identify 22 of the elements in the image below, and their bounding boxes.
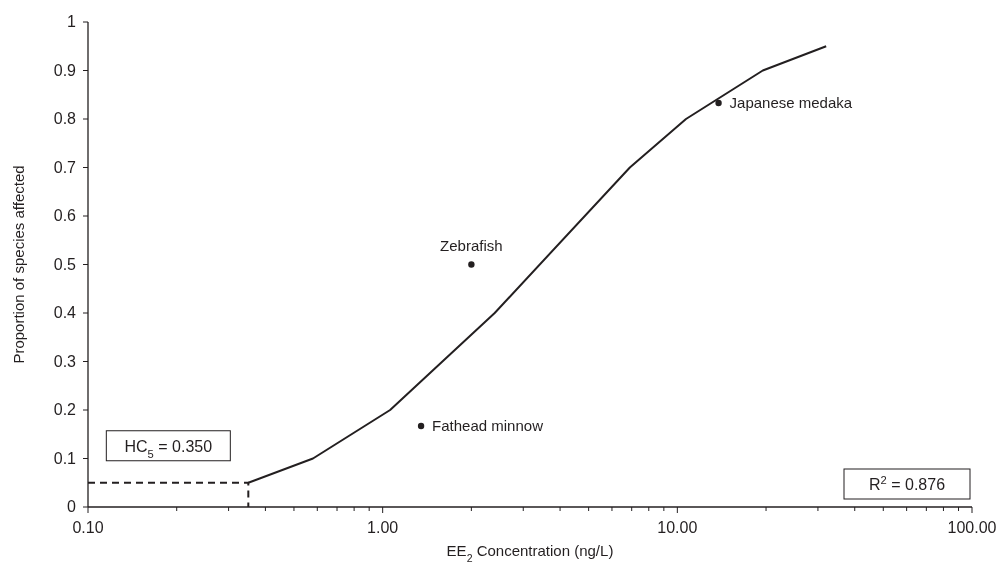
y-tick-label: 0.5 xyxy=(53,255,77,273)
annotation: R$^{2}$ = 0.876 xyxy=(868,474,946,493)
y-tick-label: 0.2 xyxy=(53,401,77,418)
x-axis-title: EE$_{2}$ Concentration (ng/L) xyxy=(446,542,614,563)
x-tick-label: 1.00 xyxy=(367,519,399,536)
series-label: Fathead minnow xyxy=(432,417,544,435)
y-tick-label: 0.8 xyxy=(53,110,77,127)
annotation: HC$_{5}$ = 0.350 xyxy=(124,437,213,460)
y-tick-label: 0.4 xyxy=(53,304,77,321)
y-tick-label: 0.6 xyxy=(53,207,77,224)
y-tick-label: 1 xyxy=(67,13,77,30)
y-tick-label: 0.9 xyxy=(53,61,77,79)
y-tick-label: 0.3 xyxy=(53,352,77,370)
y-tick-label: 0 xyxy=(67,498,77,515)
y-axis-title: Proportion of species affected xyxy=(10,165,27,364)
y-tick-label: 0.1 xyxy=(53,449,77,467)
y-tick-label: 0.7 xyxy=(53,158,77,176)
x-tick-label: 0.10 xyxy=(72,519,104,536)
x-tick-label: 10.00 xyxy=(657,519,698,536)
x-tick-label: 100.00 xyxy=(947,519,997,536)
series-label: Zebrafish xyxy=(440,236,503,254)
series-label: Japanese medaka xyxy=(729,94,853,111)
